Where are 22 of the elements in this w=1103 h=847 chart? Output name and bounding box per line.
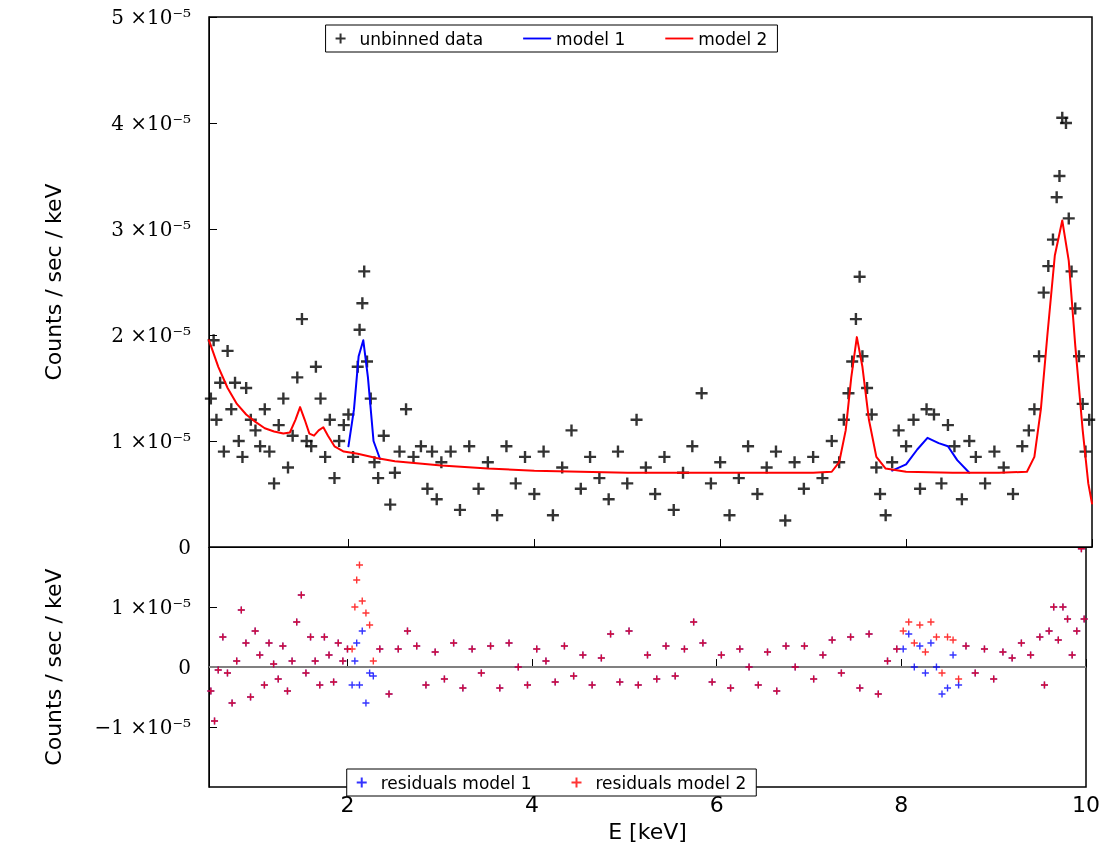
y-tick-label: 0 [178, 655, 191, 680]
legend-label: unbinned data [359, 28, 484, 49]
y-tick-label: 4 ×10⁻⁵ [111, 111, 191, 135]
y-tick-label: 3 ×10⁻⁵ [111, 217, 191, 241]
y-tick-label: 2 ×10⁻⁵ [111, 323, 191, 347]
legend-label: residuals model 1 [380, 772, 532, 793]
x-tick-label: 2 [340, 791, 355, 817]
y-tick-label: 0 [178, 535, 191, 559]
y-tick-label: 5 ×10⁻⁵ [111, 5, 191, 29]
y-axis-title: Counts / sec / keV [40, 568, 66, 766]
x-tick-label: 8 [894, 791, 909, 817]
y-tick-label: 1 ×10⁻⁵ [111, 595, 191, 620]
x-tick-label: 6 [709, 791, 724, 817]
x-tick-label: 4 [525, 791, 540, 817]
y-tick-label: 1 ×10⁻⁵ [111, 429, 191, 453]
y-tick-label: −1 ×10⁻⁵ [94, 715, 191, 740]
x-tick-label: 10 [1072, 791, 1100, 817]
legend-label: model 2 [698, 28, 768, 49]
x-axis-title: E [keV] [608, 818, 687, 844]
legend-label: model 1 [556, 28, 626, 49]
y-axis-title: Counts / sec / keV [40, 183, 66, 381]
legend-label: residuals model 2 [595, 772, 747, 793]
